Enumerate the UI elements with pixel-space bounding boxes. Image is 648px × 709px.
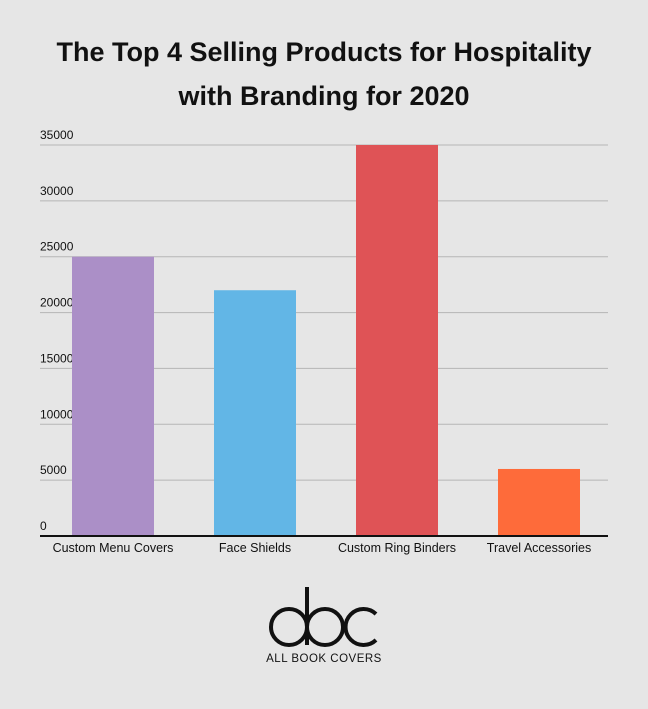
- y-tick-label: 25000: [40, 240, 74, 254]
- abc-logo-icon: [269, 587, 378, 647]
- chart-title-line-2: with Branding for 2020: [178, 81, 470, 111]
- x-category-label: Custom Ring Binders: [338, 541, 456, 555]
- y-tick-label: 35000: [40, 128, 74, 142]
- logo-tagline: ALL BOOK COVERS: [266, 653, 382, 665]
- y-tick-label: 10000: [40, 407, 74, 421]
- bar: [498, 468, 580, 536]
- x-category-label: Travel Accessories: [487, 541, 591, 555]
- x-category-label: Face Shields: [219, 541, 291, 555]
- bar: [214, 290, 296, 536]
- brand-logo: ALL BOOK COVERS: [254, 583, 394, 673]
- bar-chart: 0 5000 10000 15000 20000 25000 30000 35000 Custo…: [40, 128, 608, 555]
- y-tick-label: 20000: [40, 296, 74, 310]
- chart-title-line-1: The Top 4 Selling Products for Hospitali…: [56, 37, 592, 67]
- bar: [356, 145, 438, 536]
- chart-title: The Top 4 Selling Products for Hospitali…: [0, 30, 648, 118]
- x-category-label: Custom Menu Covers: [53, 541, 174, 555]
- y-tick-label: 15000: [40, 351, 74, 365]
- y-tick-label: 30000: [40, 184, 74, 198]
- bar: [72, 256, 154, 536]
- y-tick-label: 5000: [40, 463, 67, 477]
- y-tick-label: 0: [40, 519, 47, 533]
